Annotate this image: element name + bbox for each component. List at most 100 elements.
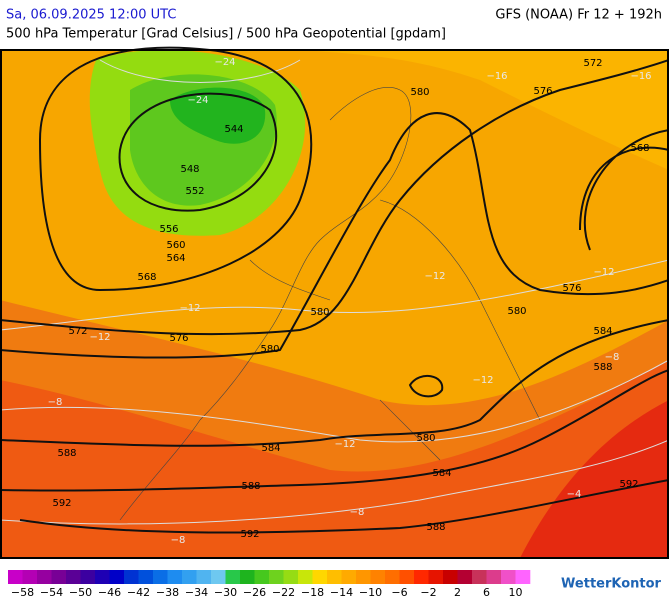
isohypse-label: 580	[410, 87, 429, 98]
isohypse-label: 548	[180, 164, 199, 175]
colorbar-label: −30	[214, 586, 237, 599]
colorbar-swatch	[298, 570, 313, 584]
colorbar-label: −46	[98, 586, 121, 599]
colorbar-swatch	[37, 570, 52, 584]
isohypse	[0, 59, 669, 336]
colorbar-label: −58	[11, 586, 34, 599]
colorbar-swatch	[66, 570, 81, 584]
colorbar-swatch	[443, 570, 458, 584]
isohypse-label: 592	[240, 529, 259, 540]
isohypse-label: 568	[630, 143, 649, 154]
colorbar-label: 10	[509, 586, 523, 599]
isohypse-label: 588	[593, 362, 612, 373]
colorbar-label: 2	[454, 586, 461, 599]
colorbar-swatch	[327, 570, 342, 584]
colorbar-swatch	[414, 570, 429, 584]
isohypse-label: 580	[310, 307, 329, 318]
colorbar-label: −14	[330, 586, 353, 599]
colorbar-label: −18	[301, 586, 324, 599]
isohypse-label: 580	[260, 344, 279, 355]
colorbar-swatch	[428, 570, 444, 584]
colorbar-swatch	[370, 570, 386, 584]
isohypse	[19, 479, 669, 534]
colorbar-swatch	[138, 570, 154, 584]
isotherm-label: −16	[630, 71, 651, 82]
temp-area	[0, 360, 669, 558]
colorbar-swatch	[225, 570, 241, 584]
colorbar-swatch	[399, 570, 415, 584]
colorbar-label: −10	[359, 586, 382, 599]
colorbar-swatch	[254, 570, 270, 584]
isohypse-label: 576	[533, 86, 552, 97]
isotherm-label: −24	[187, 95, 208, 106]
isohypse-label: 572	[68, 326, 87, 337]
isohypse-label: 592	[619, 479, 638, 490]
isotherm-label: −8	[48, 397, 63, 408]
isotherm-label: −8	[171, 535, 186, 546]
colorbar-swatch	[167, 570, 183, 584]
isohypse-label: 572	[583, 58, 602, 69]
isohypse	[118, 92, 278, 212]
isotherm-label: −12	[472, 375, 493, 386]
isotherm-label: −4	[567, 489, 582, 500]
isohypse-label: 576	[169, 333, 188, 344]
isohypse-label: 588	[57, 448, 76, 459]
colorbar-label: −38	[156, 586, 179, 599]
isohypse	[0, 319, 669, 447]
map-frame	[0, 49, 669, 559]
isohypse-label: 584	[261, 443, 280, 454]
isotherm-label: −24	[214, 57, 235, 68]
colorbar-label: −42	[127, 586, 150, 599]
colorbar-swatch	[182, 570, 197, 584]
isotherm-label: −12	[593, 267, 614, 278]
isotherm-label: −12	[334, 439, 355, 450]
date: Sa, 06.09.2025 12:00 UTC	[6, 8, 176, 23]
colorbar-swatch	[80, 570, 96, 584]
colorbar-swatch	[240, 570, 255, 584]
colorbar-swatch	[109, 570, 125, 584]
colorbar-swatch	[312, 570, 328, 584]
colorbar-label: −2	[420, 586, 436, 599]
colorbar-swatch	[283, 570, 299, 584]
colorbar-swatch	[196, 570, 212, 584]
colorbar-swatch	[515, 570, 531, 584]
isohypse	[408, 129, 669, 398]
isohypse-label: 580	[507, 306, 526, 317]
isohypse-label: 584	[593, 326, 612, 337]
colorbar-label: 6	[483, 586, 490, 599]
colorbar-swatch	[472, 570, 487, 584]
map	[0, 46, 669, 559]
temp-area	[520, 400, 669, 558]
isohypse-label: 552	[185, 186, 204, 197]
isohypse	[38, 46, 313, 292]
logo: WetterKontor	[561, 577, 662, 592]
isohypse-label: 588	[426, 522, 445, 533]
model-run: GFS (NOAA) Fr 12 + 192h	[495, 8, 662, 23]
isohypse-label: 564	[166, 253, 185, 264]
isotherm	[0, 59, 669, 525]
isohypse-label: 544	[224, 124, 243, 135]
isohypse-label: 592	[52, 498, 71, 509]
isohypse-label: 584	[432, 468, 451, 479]
colorbar-swatch	[341, 570, 357, 584]
isohypse	[0, 369, 669, 492]
colorbar-swatch	[153, 570, 168, 584]
isohypse-label: 568	[137, 272, 156, 283]
colorbar-swatch	[211, 570, 226, 584]
temp-area	[1, 50, 669, 170]
colorbar-swatch	[501, 570, 516, 584]
colorbar-label: −22	[272, 586, 295, 599]
colorbar: −58 −54 −50 −46 −42 −38 −34 −30 −26 −22 −18 −14 −10−…	[8, 570, 531, 599]
colorbar-swatch	[51, 570, 67, 584]
isotherm-label: −8	[350, 507, 365, 518]
isohypse-label: 560	[166, 240, 185, 251]
colorbar-swatch	[22, 570, 38, 584]
subtitle: 500 hPa Temperatur [Grad Celsius] / 500 …	[6, 27, 446, 42]
colorbar-swatch	[356, 570, 371, 584]
isohypse-label: 556	[159, 224, 178, 235]
colorbar-swatch	[385, 570, 400, 584]
isotherm-label: −16	[486, 71, 507, 82]
isohypse-label: 576	[562, 283, 581, 294]
colorbar-swatch	[95, 570, 110, 584]
